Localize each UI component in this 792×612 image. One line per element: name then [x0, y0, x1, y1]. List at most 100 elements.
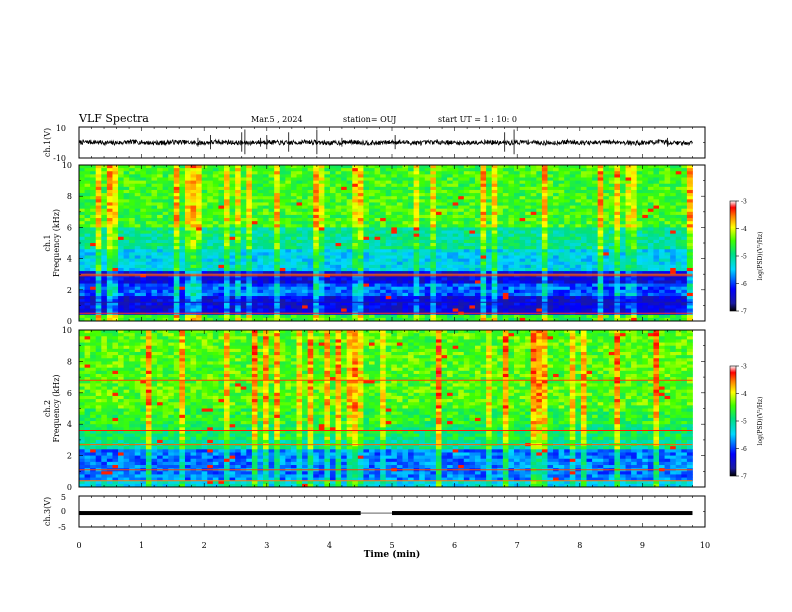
spectrogram-cell	[190, 308, 197, 313]
spectrogram-cell	[335, 186, 342, 191]
spectrogram-cell	[592, 252, 599, 256]
spectrogram-cell	[346, 267, 353, 272]
spectrogram-cell	[380, 289, 387, 294]
spectrogram-cell	[162, 202, 169, 206]
spectrogram-cell	[380, 302, 387, 306]
spectrogram-cell	[106, 308, 113, 313]
spectrogram-cell	[134, 239, 141, 244]
spectrogram-cell	[179, 165, 186, 169]
spectrogram-cell	[435, 314, 442, 319]
spectrogram-cell	[357, 308, 364, 313]
spectrogram-cell	[363, 246, 370, 250]
spectrogram-cell	[290, 286, 297, 291]
spectrogram-cell	[112, 214, 119, 219]
spectrogram-cell	[268, 280, 275, 284]
spectrogram-cell	[430, 196, 437, 200]
spectrogram-cell	[229, 255, 236, 259]
spectrogram-cell	[558, 302, 565, 306]
spectrogram-cell	[586, 317, 593, 322]
spectrogram-cell	[363, 286, 370, 291]
spectrogram-cell	[435, 267, 442, 272]
spectrogram-cell	[140, 205, 147, 210]
spectrogram-cell	[592, 296, 599, 300]
spectrogram-cell	[480, 208, 487, 213]
spectrogram-cell	[212, 205, 219, 210]
spectrogram-cell	[145, 224, 152, 228]
spectrogram-cell	[296, 277, 303, 281]
spectrogram-cell	[106, 255, 113, 259]
spectrogram-cell	[173, 168, 180, 172]
spectrogram-cell	[363, 214, 370, 219]
spectrogram-cell	[207, 246, 214, 250]
spectrogram-cell	[402, 249, 409, 253]
spectrogram-cell	[179, 177, 186, 181]
spectrogram-cell	[240, 246, 247, 250]
spectrogram-cell	[385, 283, 392, 288]
spectrogram-cell	[553, 168, 560, 172]
spectrogram-cell	[290, 264, 297, 269]
spectrogram-cell	[341, 168, 348, 172]
spectrogram-cell	[90, 292, 97, 297]
spectrogram-cell	[491, 289, 498, 294]
spectrogram-cell	[458, 236, 465, 241]
spectrogram-cell	[123, 224, 130, 228]
spectrogram-cell	[580, 174, 587, 178]
spectrogram-cell	[268, 230, 275, 235]
spectrogram-cell	[95, 271, 102, 275]
spectrogram-cell	[296, 255, 303, 259]
spectrogram-cell	[547, 292, 554, 297]
spectrogram-cell	[391, 305, 398, 309]
spectrogram-cell	[380, 243, 387, 247]
spectrogram-cell	[224, 168, 230, 172]
spectrogram-cell	[480, 249, 487, 253]
spectrogram-cell	[251, 224, 258, 228]
spectrogram-cell	[564, 227, 571, 231]
spectrogram-cell	[614, 249, 621, 253]
spectrogram-cell	[497, 271, 504, 275]
spectrogram-cell	[514, 277, 520, 281]
spectrogram-cell	[530, 171, 537, 175]
spectrogram-cell	[357, 193, 364, 197]
spectrogram-cell	[307, 208, 314, 213]
spectrogram-cell	[246, 277, 253, 281]
spectrogram-cell	[608, 202, 615, 206]
spectrogram-cell	[402, 189, 409, 194]
spectrogram-cell	[101, 292, 108, 297]
spectrogram-cell	[385, 252, 392, 256]
spectrogram-cell	[408, 292, 415, 297]
spectrogram-cell	[435, 277, 442, 281]
spectrogram-cell	[240, 292, 247, 297]
spectrogram-cell	[341, 264, 348, 269]
spectrogram-cell	[84, 186, 91, 191]
spectrogram-cell	[463, 230, 470, 235]
spectrogram-cell	[151, 314, 158, 319]
spectrogram-cell	[580, 267, 587, 272]
spectrogram-cell	[218, 165, 225, 169]
spectrogram-cell	[123, 174, 130, 178]
spectrogram-cell	[374, 208, 381, 213]
spectrogram-cell	[525, 289, 532, 294]
spectrogram-cell	[363, 261, 370, 266]
spectrogram-cell	[318, 193, 325, 197]
spectrogram-cell	[190, 277, 197, 281]
spectrogram-cell	[329, 264, 336, 269]
spectrogram-cell	[162, 243, 169, 247]
spectrogram-cell	[157, 296, 164, 300]
spectrogram-cell	[184, 261, 191, 266]
spectrogram-cell	[212, 299, 219, 303]
spectrogram-cell	[608, 246, 615, 250]
spectrogram-cell	[514, 205, 520, 210]
spectrogram-cell	[363, 211, 370, 216]
spectrogram-cell	[118, 246, 125, 250]
spectrogram-cell	[419, 239, 426, 244]
spectrogram-cell	[435, 252, 442, 256]
spectrogram-cell	[229, 196, 236, 200]
spectrogram-cell	[396, 186, 403, 191]
spectrogram-cell	[162, 286, 169, 291]
spectrogram-cell	[318, 189, 325, 194]
spectrogram-cell	[329, 249, 336, 253]
spectrogram-cell	[519, 249, 526, 253]
spectrogram-cell	[430, 205, 437, 210]
spectrogram-cell	[229, 258, 236, 263]
spectrogram-cell	[458, 211, 465, 216]
